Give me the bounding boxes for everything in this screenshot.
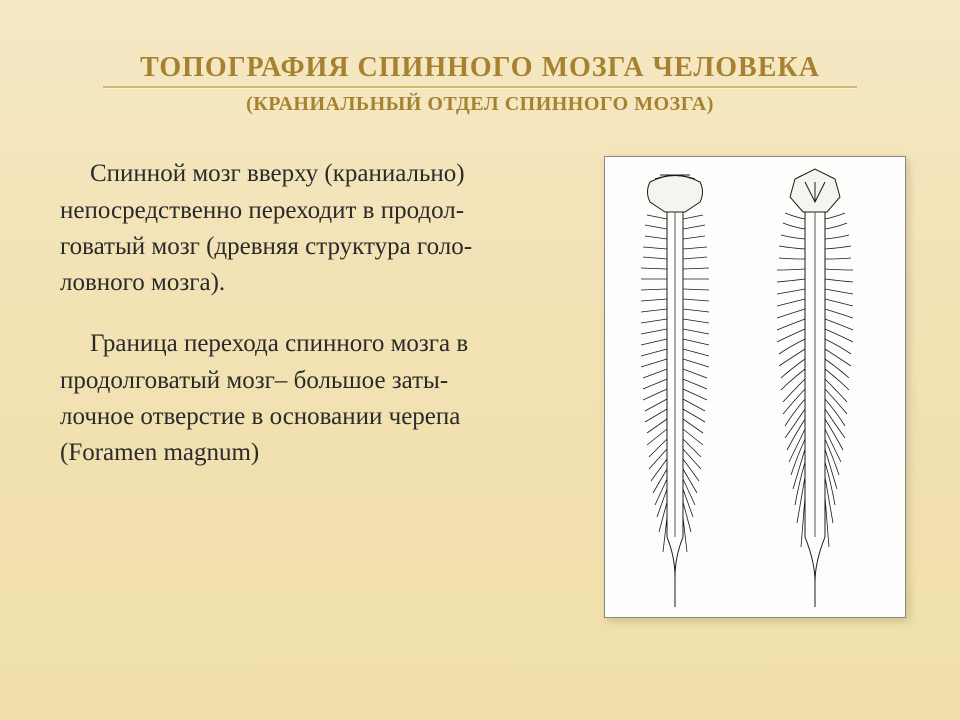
- title-divider: [103, 86, 857, 88]
- spinal-cord-figure: [604, 156, 906, 618]
- p1-line3: говатый мозг (древняя структура голо-: [60, 229, 590, 265]
- p2-line2: продолговатый мозг– большое заты-: [60, 363, 590, 399]
- title-sub: (КРАНИАЛЬНЫЙ ОТДЕЛ СПИННОГО МОЗГА): [70, 93, 890, 116]
- paragraph-2: Граница перехода спинного мозга в продол…: [60, 326, 590, 471]
- p1-line1: Спинной мозг вверху (краниально): [60, 156, 590, 192]
- title-block: ТОПОГРАФИЯ СПИННОГО МОЗГА ЧЕЛОВЕКА (КРАН…: [30, 20, 930, 126]
- p2-line4: (Foramen magnum): [60, 435, 590, 471]
- slide-root: ТОПОГРАФИЯ СПИННОГО МОЗГА ЧЕЛОВЕКА (КРАН…: [0, 0, 960, 720]
- figure-column: [590, 156, 910, 618]
- spinal-cord-right-view: [777, 169, 853, 607]
- p2-line1: Граница перехода спинного мозга в: [60, 326, 590, 362]
- p1-line2: непосредственно переходит в продол-: [60, 193, 590, 229]
- spinal-cord-svg: [605, 157, 905, 617]
- paragraph-1: Спинной мозг вверху (краниально) непосре…: [60, 156, 590, 301]
- title-main: ТОПОГРАФИЯ СПИННОГО МОЗГА ЧЕЛОВЕКА: [70, 50, 890, 86]
- content-row: Спинной мозг вверху (краниально) непосре…: [30, 156, 930, 618]
- body-text: Спинной мозг вверху (краниально) непосре…: [60, 156, 590, 618]
- p1-line4: ловного мозга).: [60, 265, 590, 301]
- spinal-cord-left-view: [641, 175, 709, 607]
- p2-line3: лочное отверстие в основании черепа: [60, 399, 590, 435]
